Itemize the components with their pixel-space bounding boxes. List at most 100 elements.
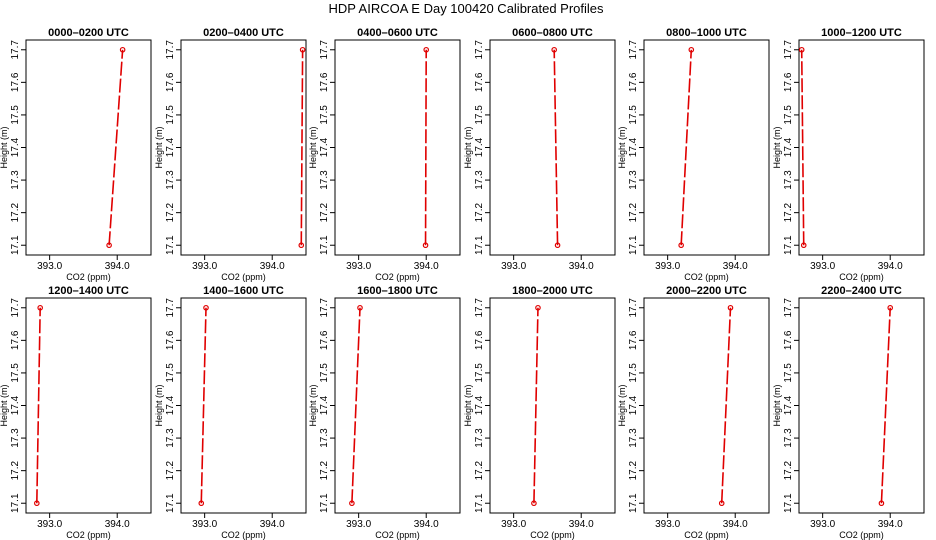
plot-frame xyxy=(643,297,770,514)
data-point xyxy=(718,500,725,507)
x-tick-label: 394.0 xyxy=(723,261,748,272)
x-axis-label: CO2 (ppm) xyxy=(66,272,111,282)
y-tick-label: 17.1 xyxy=(319,235,330,255)
y-axis-label: Height (m) xyxy=(617,384,627,426)
y-tick-label: 17.5 xyxy=(474,105,485,125)
y-tick-label: 17.2 xyxy=(10,202,21,222)
data-point xyxy=(357,304,363,311)
y-tick-label: 17.5 xyxy=(783,363,794,383)
plot-frame xyxy=(180,297,307,514)
x-tick-label: 394.0 xyxy=(414,519,439,530)
x-axis-label: CO2 (ppm) xyxy=(375,530,420,540)
data-point xyxy=(878,500,885,507)
x-tick-label: 394.0 xyxy=(569,519,594,530)
y-tick-label: 17.7 xyxy=(10,298,21,318)
data-point xyxy=(37,304,43,311)
profile-line xyxy=(108,49,124,246)
y-tick-label: 17.2 xyxy=(628,460,639,480)
x-tick-label: 394.0 xyxy=(878,519,903,530)
x-tick-label: 393.0 xyxy=(655,519,680,530)
y-tick-label: 17.7 xyxy=(474,40,485,60)
y-axis-label: Height (m) xyxy=(617,126,627,168)
x-axis-label: CO2 (ppm) xyxy=(221,272,266,282)
plot-frame xyxy=(643,39,770,256)
plot-frame xyxy=(25,297,152,514)
x-axis-label: CO2 (ppm) xyxy=(839,272,884,282)
y-tick-label: 17.1 xyxy=(628,493,639,513)
panel: 0800–1000 UTC 393.0 394.0 17.1 17.2 17.3 17.4 1… xyxy=(617,27,770,282)
y-tick-label: 17.4 xyxy=(783,137,794,157)
y-tick-label: 17.7 xyxy=(783,298,794,318)
data-point xyxy=(422,242,429,249)
data-point xyxy=(298,242,305,249)
y-tick-label: 17.2 xyxy=(319,202,330,222)
y-tick-label: 17.6 xyxy=(628,72,639,92)
panel-title: 1400–1600 UTC xyxy=(203,285,284,297)
y-tick-label: 17.3 xyxy=(165,170,176,190)
y-tick-label: 17.6 xyxy=(783,72,794,92)
y-tick-label: 17.1 xyxy=(628,235,639,255)
x-tick-label: 393.0 xyxy=(346,519,371,530)
y-tick-label: 17.6 xyxy=(165,72,176,92)
y-tick-label: 17.5 xyxy=(319,105,330,125)
x-tick-label: 394.0 xyxy=(723,519,748,530)
data-point xyxy=(798,46,805,53)
y-tick-label: 17.5 xyxy=(474,363,485,383)
y-tick-label: 17.1 xyxy=(783,493,794,513)
panel-title: 0800–1000 UTC xyxy=(666,27,747,39)
x-tick-label: 394.0 xyxy=(260,261,285,272)
profile-line xyxy=(553,49,559,246)
x-axis-label: CO2 (ppm) xyxy=(530,530,575,540)
data-point xyxy=(531,500,537,507)
data-point xyxy=(299,46,306,53)
x-tick-label: 394.0 xyxy=(105,261,130,272)
plot-frame xyxy=(798,297,925,514)
y-tick-label: 17.2 xyxy=(165,202,176,222)
y-tick-label: 17.4 xyxy=(783,395,794,415)
panel-title: 1000–1200 UTC xyxy=(821,27,902,39)
y-tick-label: 17.3 xyxy=(474,170,485,190)
y-tick-label: 17.4 xyxy=(319,395,330,415)
panel-title: 0400–0600 UTC xyxy=(357,27,438,39)
y-tick-label: 17.4 xyxy=(10,137,21,157)
y-axis-label: Height (m) xyxy=(463,126,473,168)
y-axis-label: Height (m) xyxy=(308,384,318,426)
figure-title: HDP AIRCOA E Day 100420 Calibrated Profi… xyxy=(328,1,604,16)
y-tick-label: 17.2 xyxy=(628,202,639,222)
y-tick-label: 17.7 xyxy=(628,298,639,318)
y-tick-label: 17.4 xyxy=(165,395,176,415)
profile-line xyxy=(533,307,539,504)
x-tick-label: 393.0 xyxy=(810,519,835,530)
y-tick-label: 17.7 xyxy=(474,298,485,318)
y-axis-label: Height (m) xyxy=(463,384,473,426)
data-point xyxy=(551,46,557,53)
y-tick-label: 17.6 xyxy=(783,330,794,350)
y-tick-label: 17.7 xyxy=(628,40,639,60)
y-tick-label: 17.4 xyxy=(628,395,639,415)
data-point xyxy=(535,304,541,311)
plot-frame xyxy=(489,297,616,514)
y-tick-label: 17.3 xyxy=(165,428,176,448)
x-tick-label: 393.0 xyxy=(346,261,371,272)
y-axis-label: Height (m) xyxy=(308,126,318,168)
data-point xyxy=(119,46,126,53)
data-point xyxy=(423,46,430,53)
data-point xyxy=(198,500,205,507)
y-tick-label: 17.1 xyxy=(474,493,485,513)
panel: 1400–1600 UTC 393.0 394.0 17.1 17.2 17.3 17.4 1… xyxy=(154,285,307,540)
panel-title: 2000–2200 UTC xyxy=(666,285,747,297)
panel: 1000–1200 UTC 393.0 394.0 17.1 17.2 17.3 17.4 1… xyxy=(772,27,925,282)
panel: 0200–0400 UTC 393.0 394.0 17.1 17.2 17.3 17.4 1… xyxy=(154,27,307,282)
panel-title: 1200–1400 UTC xyxy=(48,285,129,297)
data-point xyxy=(678,242,684,249)
x-tick-label: 393.0 xyxy=(501,261,526,272)
y-tick-label: 17.1 xyxy=(10,493,21,513)
y-tick-label: 17.3 xyxy=(474,428,485,448)
panel: 2000–2200 UTC 393.0 394.0 17.1 17.2 17.3 17.4 1… xyxy=(617,285,770,540)
y-tick-label: 17.2 xyxy=(319,460,330,480)
y-tick-label: 17.2 xyxy=(474,202,485,222)
x-axis-label: CO2 (ppm) xyxy=(66,530,111,540)
y-tick-label: 17.7 xyxy=(319,298,330,318)
y-tick-label: 17.2 xyxy=(10,460,21,480)
